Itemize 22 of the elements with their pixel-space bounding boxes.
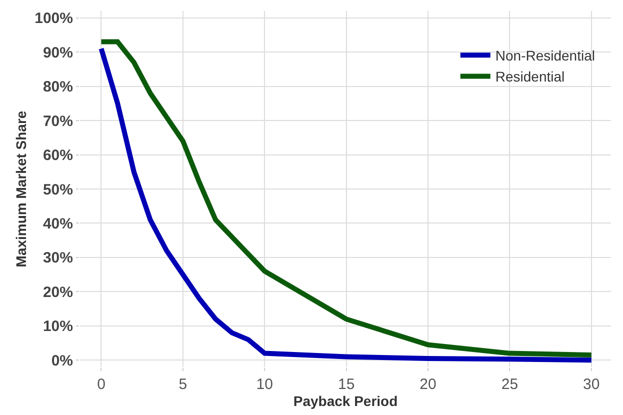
- legend-label: Non-Residential: [495, 48, 595, 64]
- x-tick-label: 0: [97, 376, 106, 393]
- x-tick-label: 10: [256, 376, 273, 393]
- y-tick-label: 50%: [42, 181, 73, 198]
- x-tick-label: 30: [583, 376, 600, 393]
- y-tick-label: 30%: [42, 250, 73, 267]
- y-tick-label: 100%: [34, 10, 73, 28]
- y-tick-label: 80%: [42, 78, 73, 96]
- y-tick-label: 40%: [42, 215, 73, 232]
- x-tick-label: 25: [501, 376, 518, 393]
- x-tick-label: 20: [420, 376, 436, 393]
- y-tick-label: 20%: [42, 284, 73, 301]
- x-axis-title: Payback Period: [293, 393, 398, 409]
- y-tick-label: 60%: [42, 147, 73, 164]
- y-axis-title: Maximum Market Share: [13, 110, 30, 268]
- y-tick-label: 90%: [42, 44, 73, 62]
- legend-label: Residential: [495, 68, 565, 85]
- y-tick-label: 0%: [51, 352, 73, 370]
- y-tick-label: 70%: [42, 112, 73, 130]
- x-tick-label: 15: [338, 376, 355, 393]
- y-tick-label: 10%: [42, 318, 73, 336]
- x-tick-label: 5: [178, 376, 188, 393]
